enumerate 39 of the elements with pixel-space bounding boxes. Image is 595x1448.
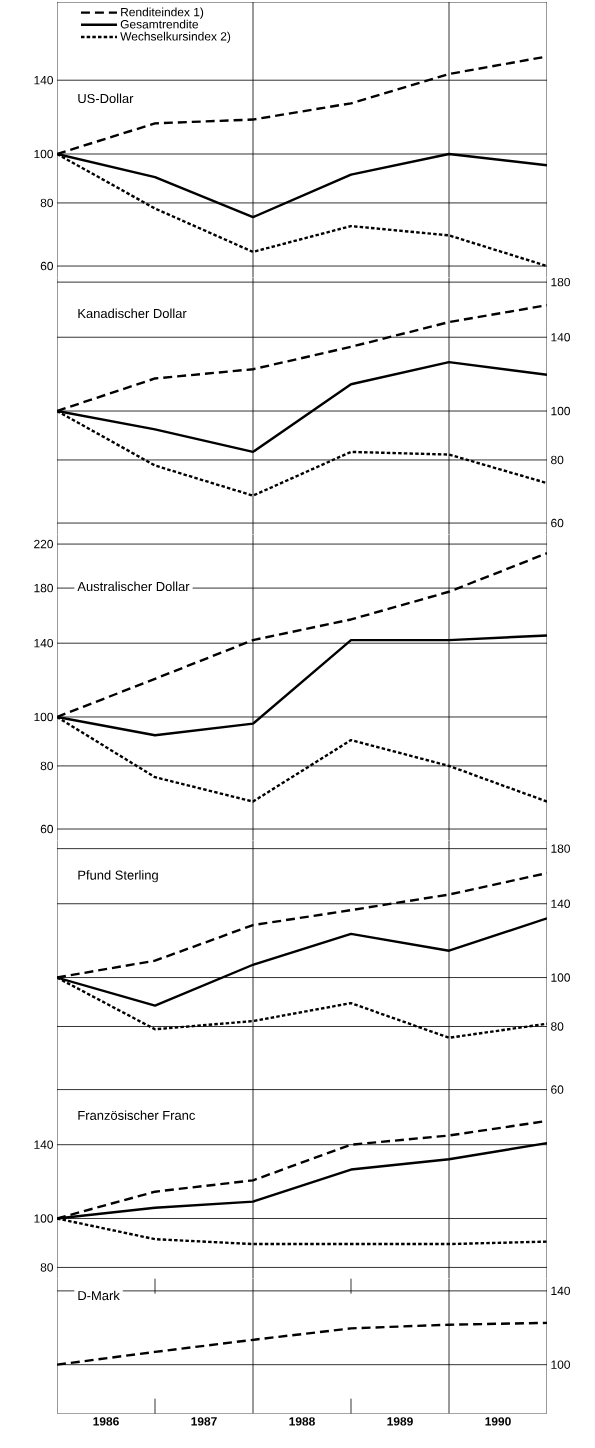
- y-tick-label: 100: [34, 149, 54, 159]
- y-tick-label: 100: [551, 406, 570, 416]
- x-tick-label: 1986: [93, 1417, 119, 1426]
- y-tick-label: 100: [551, 1360, 570, 1369]
- y-tick-label: 180: [551, 844, 570, 853]
- y-tick-label: 60: [40, 261, 54, 271]
- y-tick-label: 100: [34, 1214, 54, 1223]
- legend-label: Renditeindex 1): [121, 7, 204, 19]
- y-tick-label: 60: [551, 1085, 564, 1094]
- text: D-Mark: [78, 1290, 120, 1301]
- y-tick-label: 100: [34, 712, 54, 722]
- legend-label: Gesamtrendite: [120, 19, 199, 29]
- y-tick-label: 140: [551, 333, 570, 342]
- y-tick-label: 100: [551, 973, 570, 982]
- y-tick-label: 60: [551, 518, 564, 528]
- y-tick-label: 140: [551, 1286, 570, 1296]
- y-tick-label: 80: [551, 455, 564, 465]
- legend-label: Wechselkursindex 2): [120, 31, 231, 43]
- y-tick-label: 180: [34, 583, 54, 593]
- y-tick-label: 80: [40, 198, 54, 208]
- text: US-Dollar: [78, 93, 134, 104]
- x-tick-label: 1987: [191, 1417, 217, 1426]
- y-tick-label: 60: [40, 824, 54, 834]
- x-tick-label: 1989: [387, 1417, 413, 1426]
- y-tick-label: 80: [40, 1263, 54, 1272]
- text: Kanadischer Dollar: [78, 308, 187, 319]
- text: Französischer Franc: [78, 1110, 196, 1120]
- y-tick-label: 80: [551, 1022, 564, 1031]
- y-tick-label: 140: [34, 1140, 54, 1149]
- y-tick-label: 180: [551, 277, 570, 287]
- y-tick-label: 140: [34, 75, 54, 85]
- y-tick-label: 80: [40, 761, 54, 771]
- text: Australischer Dollar: [77, 581, 190, 592]
- y-tick-label: 140: [34, 638, 54, 648]
- x-tick-label: 1990: [485, 1417, 511, 1426]
- y-tick-label: 220: [34, 539, 54, 549]
- text: Pfund Sterling: [78, 870, 158, 883]
- x-tick-label: 1988: [289, 1417, 315, 1426]
- y-tick-label: 140: [551, 899, 570, 908]
